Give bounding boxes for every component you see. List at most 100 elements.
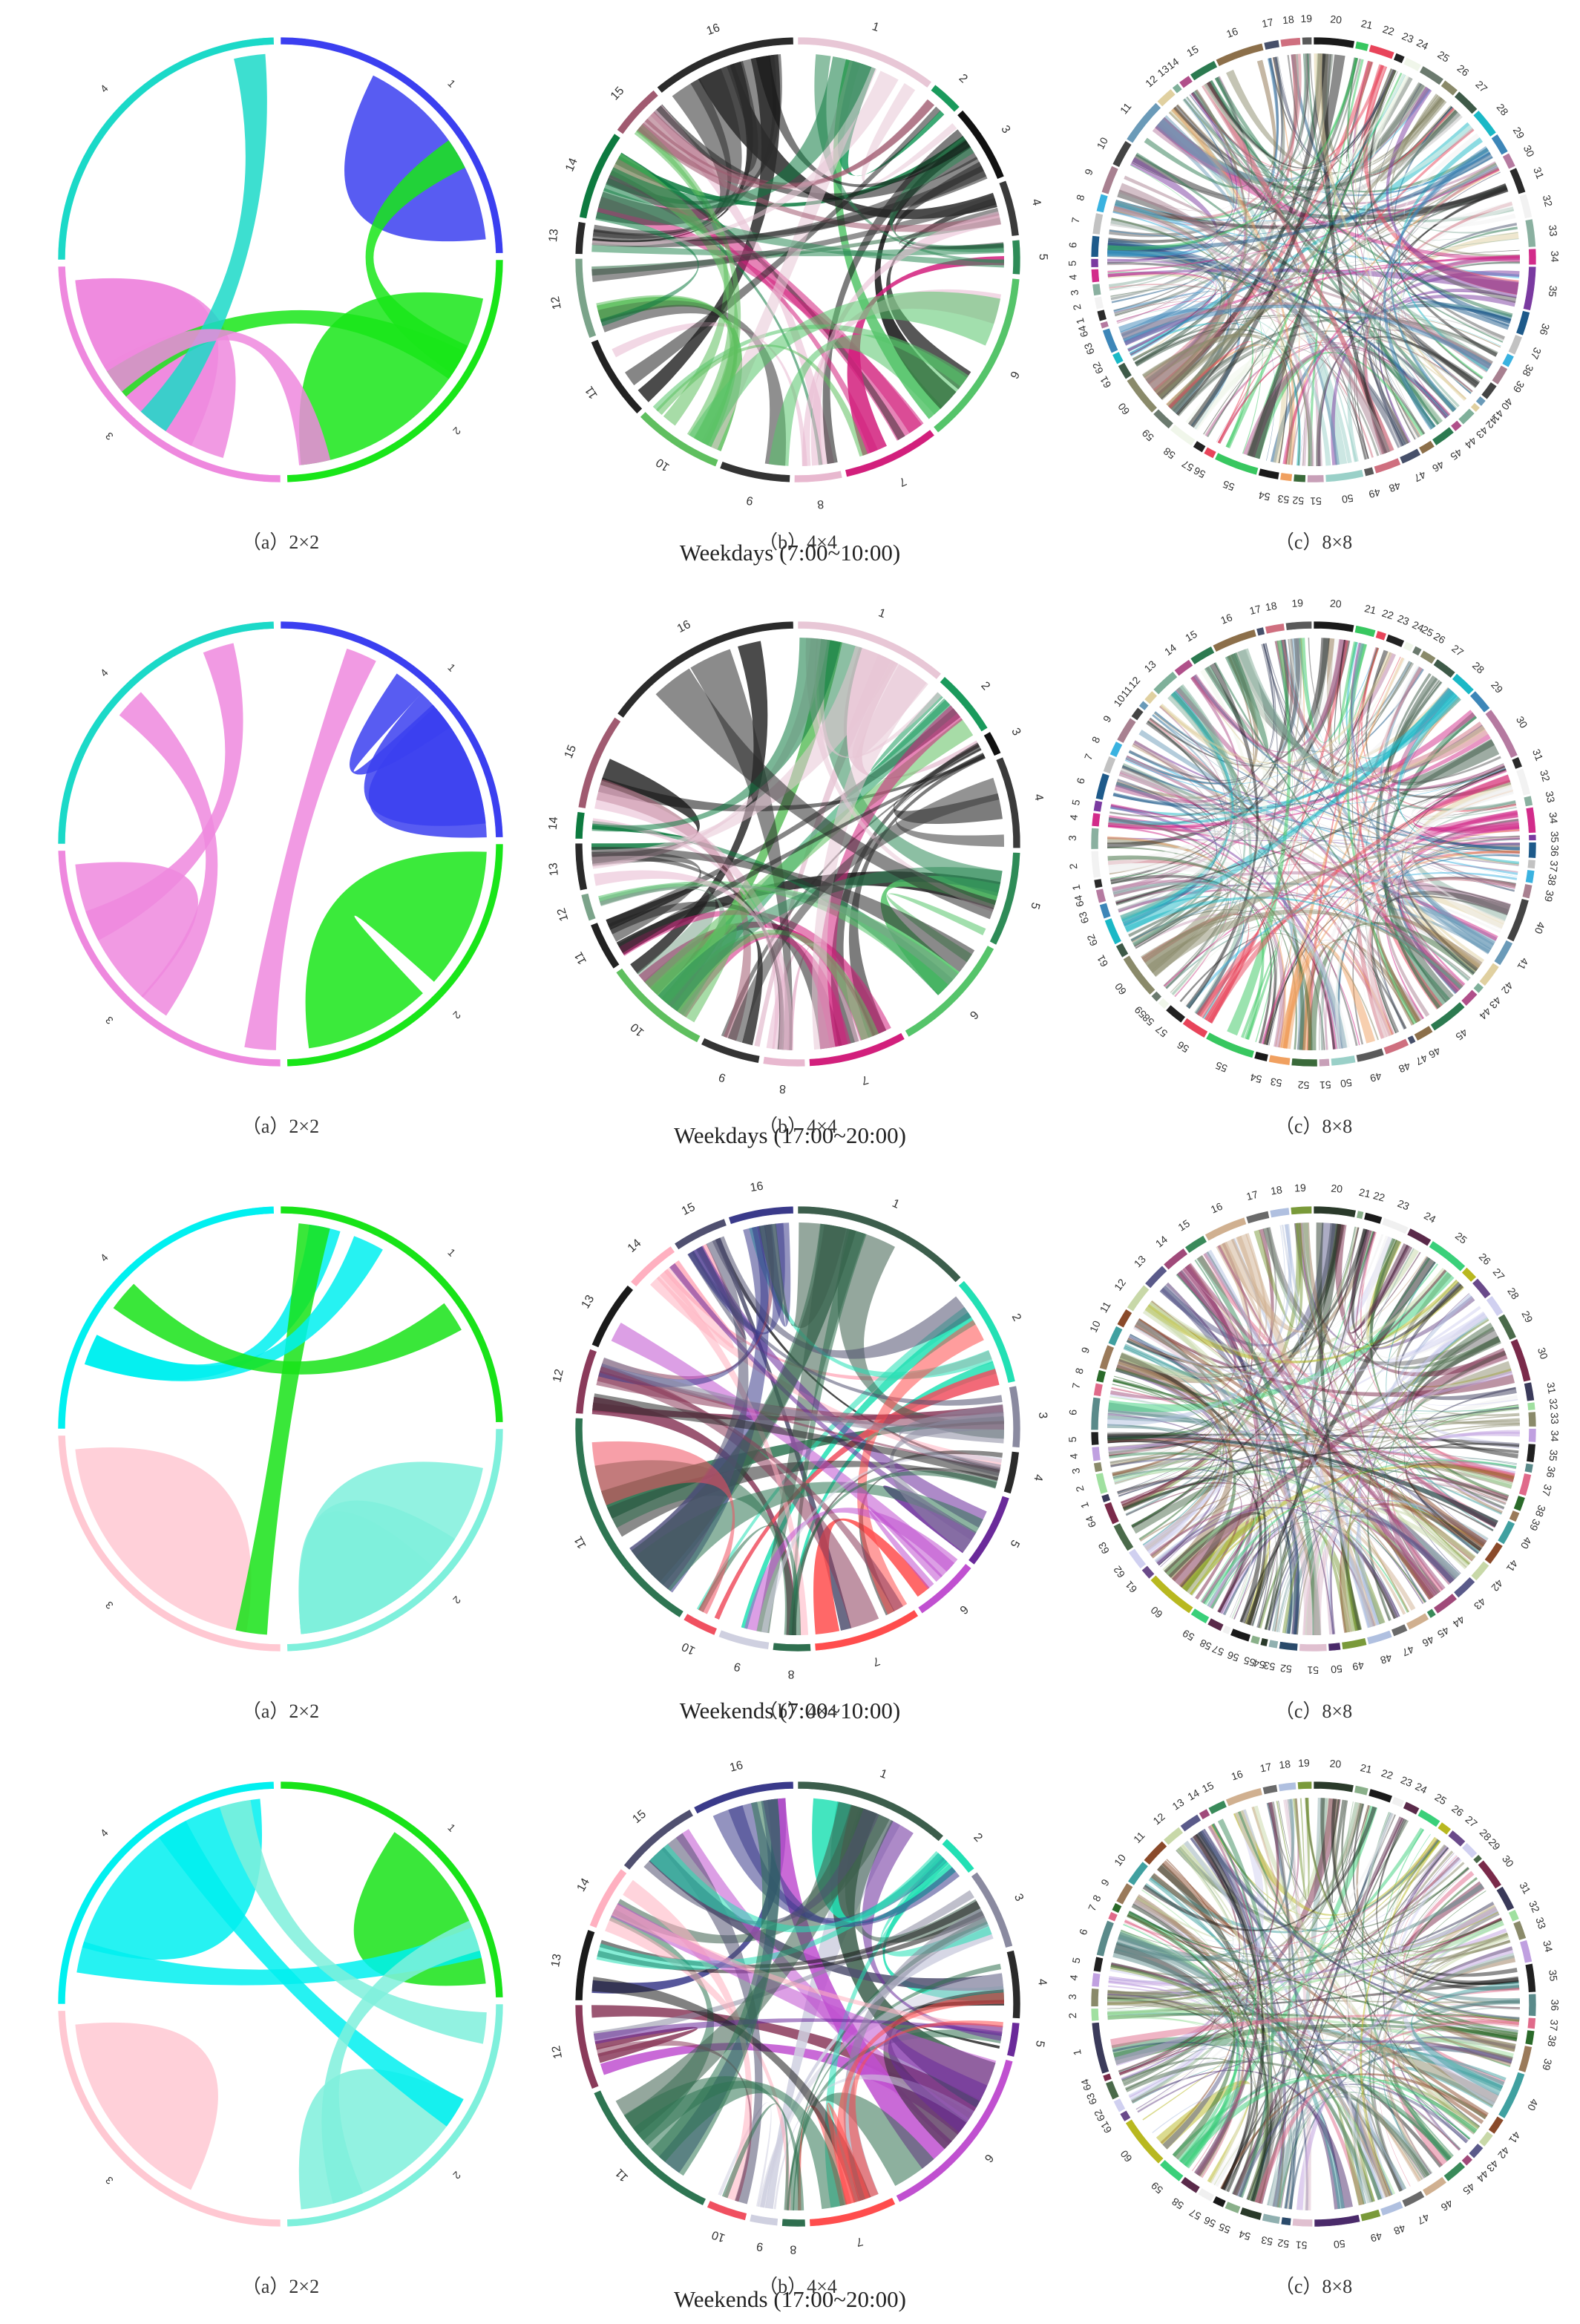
chord-segment-arc — [640, 411, 719, 468]
chord-segment-arc — [1461, 1266, 1477, 1283]
chord-segment-arc — [1313, 621, 1355, 633]
chord-segment-arc — [1368, 44, 1395, 60]
chord-segment-arc — [1502, 152, 1516, 170]
chord-segment-arc — [1419, 65, 1444, 86]
chord-segment-arc — [781, 2218, 806, 2228]
segment-label: 8 — [816, 497, 825, 511]
segment-label: 61 — [1098, 374, 1114, 390]
chord-segment-arc — [1521, 883, 1533, 900]
segment-label: 14 — [563, 157, 580, 174]
segment-label: 15 — [680, 1201, 698, 1218]
segment-label: 16 — [1225, 25, 1239, 40]
chord-segment-arc — [1105, 2080, 1120, 2101]
chord-segment-arc — [1399, 448, 1421, 465]
chord-ribbon — [1115, 769, 1507, 905]
segment-label: 13 — [1132, 1253, 1148, 1269]
chord-segment-arc — [1116, 717, 1137, 744]
chord-segment-arc — [1091, 1972, 1101, 1988]
panel-caption: （c）8×8 — [1274, 2276, 1353, 2297]
chord-segment-arc — [998, 180, 1020, 237]
chord-segment-arc — [1009, 1385, 1021, 1448]
chord-segment-arc — [958, 1280, 1016, 1384]
segment-label: 3 — [103, 430, 116, 442]
chord-segment-arc — [1450, 419, 1463, 432]
chord-ribbon — [611, 1322, 955, 1578]
chord-segment-arc — [57, 1435, 281, 1652]
chord-segment-arc — [1447, 1830, 1466, 1847]
segment-label: 20 — [1329, 597, 1342, 609]
segment-label: 29 — [1519, 1309, 1535, 1324]
chord-segment-arc — [1512, 1495, 1526, 1512]
segment-label: 37 — [1547, 2019, 1560, 2032]
chord-segment-arc — [1412, 645, 1423, 657]
segment-label: 7 — [1069, 1382, 1082, 1390]
chord-segment-arc — [1501, 353, 1515, 368]
chord-ribbon — [812, 664, 927, 1050]
segment-label: 25 — [1453, 1230, 1469, 1246]
segment-label: 62 — [1084, 932, 1100, 948]
segment-label: 61 — [1123, 1579, 1139, 1595]
segment-label: 60 — [1118, 2148, 1134, 2164]
chord-ribbon — [1415, 2014, 1520, 2042]
chord-ribbon — [1150, 1300, 1469, 1566]
chord-ribbon — [1107, 1434, 1498, 1528]
segment-label: 5 — [1069, 799, 1082, 807]
chord-ribbon — [1115, 1367, 1508, 1501]
segment-label: 49 — [1351, 1659, 1365, 1673]
segment-label: 6 — [967, 1008, 980, 1021]
chord-ribbon — [592, 1393, 1000, 1481]
chord-segment-arc — [1092, 1956, 1104, 1973]
chord-segment-arc — [1528, 1428, 1537, 1443]
segment-label: 56 — [1191, 465, 1207, 481]
chord-segment-arc — [1091, 1446, 1101, 1462]
segment-label: 33 — [1547, 224, 1560, 238]
segment-label: 9 — [1082, 167, 1095, 177]
segment-label: 49 — [1367, 486, 1381, 500]
segment-label: 25 — [1435, 48, 1452, 65]
segment-label: 17 — [1248, 603, 1262, 617]
segment-label: 13 — [1170, 1796, 1186, 1813]
segment-label: 51 — [1295, 2239, 1308, 2251]
segment-label: 10 — [1094, 135, 1110, 151]
chord-segment-arc — [1111, 1902, 1123, 1914]
chord-segment-arc — [995, 756, 1021, 849]
chord-ribbon — [1414, 1404, 1519, 1489]
chord-ribbon — [1301, 1222, 1357, 1327]
chord-ribbon — [712, 1236, 971, 1359]
chord-ribbon — [1331, 1799, 1363, 1903]
chord-segment-arc — [1144, 690, 1158, 705]
segment-label: 6 — [982, 2151, 996, 2164]
segment-label: 46 — [1439, 2197, 1455, 2213]
chord-ribbon — [1147, 909, 1463, 989]
chord-segment-arc — [1354, 1785, 1369, 1796]
segment-label: 48 — [1387, 479, 1402, 494]
chord-ribbon — [244, 648, 376, 1050]
chord-segment-arc — [1090, 828, 1100, 850]
chord-segment-arc — [1094, 295, 1104, 310]
chord-segment-arc — [1128, 1548, 1147, 1570]
chord-ribbon — [75, 1447, 252, 1633]
segment-label: 54 — [1252, 1657, 1266, 1671]
segment-label: 11 — [572, 949, 589, 966]
segment-label: 34 — [1547, 811, 1561, 824]
chord-ribbon — [591, 646, 896, 868]
segment-label: 9 — [1101, 713, 1114, 724]
segment-label: 18 — [1278, 1758, 1291, 1771]
chord-diagram-panel: 1 2 3 4 — [28, 7, 533, 512]
chord-segment-arc — [941, 1838, 975, 1873]
chord-segment-arc — [1006, 1950, 1021, 2019]
segment-label: 7 — [1082, 752, 1095, 762]
segment-label: 1 — [1069, 883, 1082, 891]
chord-segment-arc — [1096, 309, 1107, 322]
segment-label: 5 — [1007, 1537, 1021, 1549]
chord-ribbon — [1110, 2014, 1520, 2049]
chord-ribbon — [883, 1989, 1004, 2150]
chord-ribbon — [1293, 1798, 1310, 1902]
segment-label: 9 — [717, 1070, 727, 1084]
chord-segment-arc — [1090, 1988, 1100, 2007]
segment-label: 16 — [675, 618, 693, 635]
chord-segment-arc — [1170, 424, 1196, 447]
chord-segment-arc — [1212, 629, 1257, 652]
segment-label: 47 — [1400, 1643, 1416, 1659]
chord-segment-arc — [1112, 2098, 1127, 2113]
